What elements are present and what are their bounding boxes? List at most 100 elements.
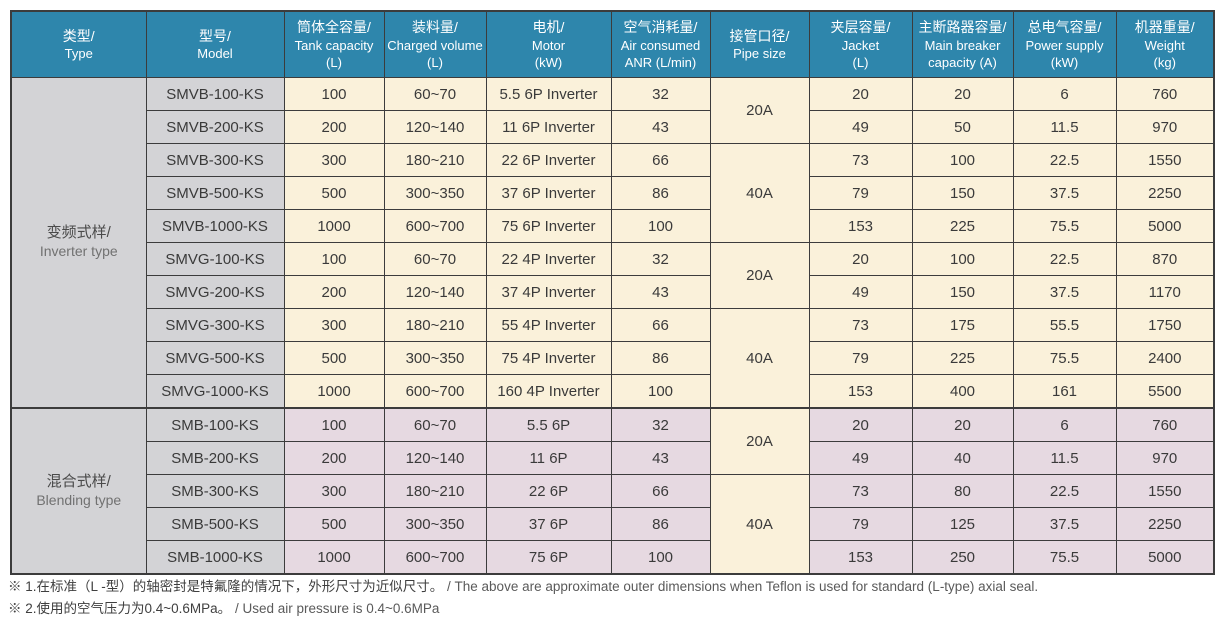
cell-motor: 5.5 6P (485, 407, 612, 442)
cell-jacket: 20 (808, 77, 913, 111)
header-cell-air: 空气消耗量/Air consumed ANR (L/min) (610, 10, 711, 78)
cell-charged-volume: 180~210 (383, 308, 487, 342)
cell-model: SMB-100-KS (145, 407, 285, 442)
spec-sheet: 类型/Type 型号/Model 筒体全容量/Tank capacity (L) 装料量… (10, 10, 1215, 575)
cell-jacket: 79 (808, 176, 913, 210)
cell-power-supply: 55.5 (1012, 308, 1117, 342)
type-cell-blending: 混合式样/Blending type (10, 407, 147, 575)
cell-tank-capacity: 100 (283, 407, 385, 442)
cell-main-breaker: 100 (911, 143, 1014, 177)
cell-air-consumed: 66 (610, 474, 711, 508)
table-row: SMVG-1000-KS 1000 600~700 160 4P Inverter 10… (11, 374, 1215, 409)
cell-air-consumed: 66 (610, 143, 711, 177)
spec-table: 类型/Type 型号/Model 筒体全容量/Tank capacity (L) 装料量… (10, 10, 1215, 575)
cell-motor: 11 6P Inverter (485, 110, 612, 144)
cell-motor: 37 4P Inverter (485, 275, 612, 309)
cell-weight: 1550 (1115, 143, 1215, 177)
cell-weight: 5000 (1115, 209, 1215, 243)
cell-power-supply: 37.5 (1012, 176, 1117, 210)
cell-model: SMVG-500-KS (145, 341, 285, 375)
cell-motor: 11 6P (485, 441, 612, 475)
cell-power-supply: 6 (1012, 77, 1117, 111)
cell-tank-capacity: 200 (283, 441, 385, 475)
cell-air-consumed: 32 (610, 407, 711, 442)
cell-model: SMVB-200-KS (145, 110, 285, 144)
cell-tank-capacity: 300 (283, 143, 385, 177)
table-row: SMVB-500-KS 500 300~350 37 6P Inverter 86 79 1… (11, 176, 1215, 210)
cell-main-breaker: 175 (911, 308, 1014, 342)
footnote-2: ※ 2.使用的空气压力为0.4~0.6MPa。 / Used air press… (8, 598, 1208, 620)
cell-motor: 55 4P Inverter (485, 308, 612, 342)
cell-model: SMVG-300-KS (145, 308, 285, 342)
table-row: SMVG-200-KS 200 120~140 37 4P Inverter 43 49 1… (11, 275, 1215, 309)
cell-air-consumed: 86 (610, 341, 711, 375)
cell-pipe-size: 20A (709, 77, 810, 144)
table-row: SMVB-200-KS 200 120~140 11 6P Inverter 43 49 5… (11, 110, 1215, 144)
footnote-1-zh: ※ 1.在标准（L -型）的轴密封是特氟隆的情况下，外形尺寸为近似尺寸。 (8, 579, 444, 594)
cell-jacket: 79 (808, 341, 913, 375)
cell-motor: 160 4P Inverter (485, 374, 612, 409)
cell-model: SMVG-100-KS (145, 242, 285, 276)
table-row: 混合式样/Blending type SMB-100-KS 100 60~70 5.5 … (10, 407, 1215, 575)
cell-power-supply: 22.5 (1012, 474, 1117, 508)
cell-jacket: 20 (808, 242, 913, 276)
cell-tank-capacity: 200 (283, 110, 385, 144)
cell-charged-volume: 120~140 (383, 441, 487, 475)
cell-weight: 760 (1115, 77, 1215, 111)
cell-air-consumed: 100 (610, 540, 711, 575)
cell-motor: 37 6P (485, 507, 612, 541)
cell-charged-volume: 180~210 (383, 474, 487, 508)
cell-tank-capacity: 1000 (283, 540, 385, 575)
cell-jacket: 79 (808, 507, 913, 541)
cell-weight: 1170 (1115, 275, 1215, 309)
cell-main-breaker: 150 (911, 176, 1014, 210)
cell-main-breaker: 20 (911, 407, 1014, 442)
cell-charged-volume: 300~350 (383, 176, 487, 210)
cell-charged-volume: 120~140 (383, 275, 487, 309)
cell-main-breaker: 80 (911, 474, 1014, 508)
footnote-1: ※ 1.在标准（L -型）的轴密封是特氟隆的情况下，外形尺寸为近似尺寸。 / T… (8, 576, 1208, 598)
cell-tank-capacity: 500 (283, 507, 385, 541)
cell-weight: 5500 (1115, 374, 1215, 409)
table-row: SMVB-300-KS 300 180~210 22 6P Inverter 66 40A… (11, 143, 1215, 243)
cell-motor: 22 6P (485, 474, 612, 508)
cell-model: SMVG-200-KS (145, 275, 285, 309)
header-cell-model: 型号/Model (145, 10, 285, 78)
cell-tank-capacity: 100 (283, 242, 385, 276)
cell-jacket: 73 (808, 308, 913, 342)
cell-motor: 37 6P Inverter (485, 176, 612, 210)
cell-power-supply: 11.5 (1012, 441, 1117, 475)
cell-tank-capacity: 500 (283, 176, 385, 210)
cell-model: SMB-1000-KS (145, 540, 285, 575)
cell-power-supply: 161 (1012, 374, 1117, 409)
cell-weight: 2250 (1115, 176, 1215, 210)
header-cell-pipe: 接管口径/Pipe size (709, 10, 810, 78)
cell-power-supply: 11.5 (1012, 110, 1117, 144)
cell-main-breaker: 400 (911, 374, 1014, 409)
cell-weight: 5000 (1115, 540, 1215, 575)
cell-air-consumed: 86 (610, 176, 711, 210)
cell-tank-capacity: 500 (283, 341, 385, 375)
header-cell-breaker: 主断路器容量/Main breaker capacity (A) (911, 10, 1014, 78)
cell-pipe-size: 40A (709, 308, 810, 409)
header-cell-weight: 机器重量/Weight (kg) (1115, 10, 1215, 78)
cell-jacket: 153 (808, 374, 913, 409)
table-row: SMVG-100-KS 100 60~70 22 4P Inverter 32 20A 20… (11, 242, 1215, 309)
header-cell-power: 总电气容量/Power supply (kW) (1012, 10, 1117, 78)
cell-jacket: 73 (808, 143, 913, 177)
cell-main-breaker: 20 (911, 77, 1014, 111)
cell-main-breaker: 150 (911, 275, 1014, 309)
cell-air-consumed: 43 (610, 441, 711, 475)
cell-charged-volume: 300~350 (383, 507, 487, 541)
table-row: SMB-1000-KS 1000 600~700 75 6P 100 153 250 75.5… (11, 540, 1215, 575)
cell-power-supply: 22.5 (1012, 143, 1117, 177)
cell-weight: 1550 (1115, 474, 1215, 508)
cell-power-supply: 37.5 (1012, 275, 1117, 309)
cell-main-breaker: 250 (911, 540, 1014, 575)
cell-air-consumed: 100 (610, 209, 711, 243)
footnote-1-en: / The above are approximate outer dimens… (447, 579, 1039, 594)
header-cell-jacket: 夹层容量/Jacket (L) (808, 10, 913, 78)
cell-tank-capacity: 1000 (283, 374, 385, 409)
type-label-en: Inverter type (39, 243, 118, 260)
cell-jacket: 73 (808, 474, 913, 508)
